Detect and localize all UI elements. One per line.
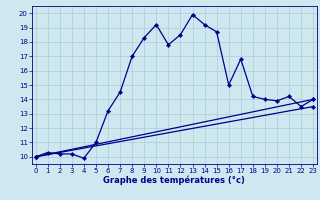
- X-axis label: Graphe des températures (°c): Graphe des températures (°c): [103, 176, 245, 185]
